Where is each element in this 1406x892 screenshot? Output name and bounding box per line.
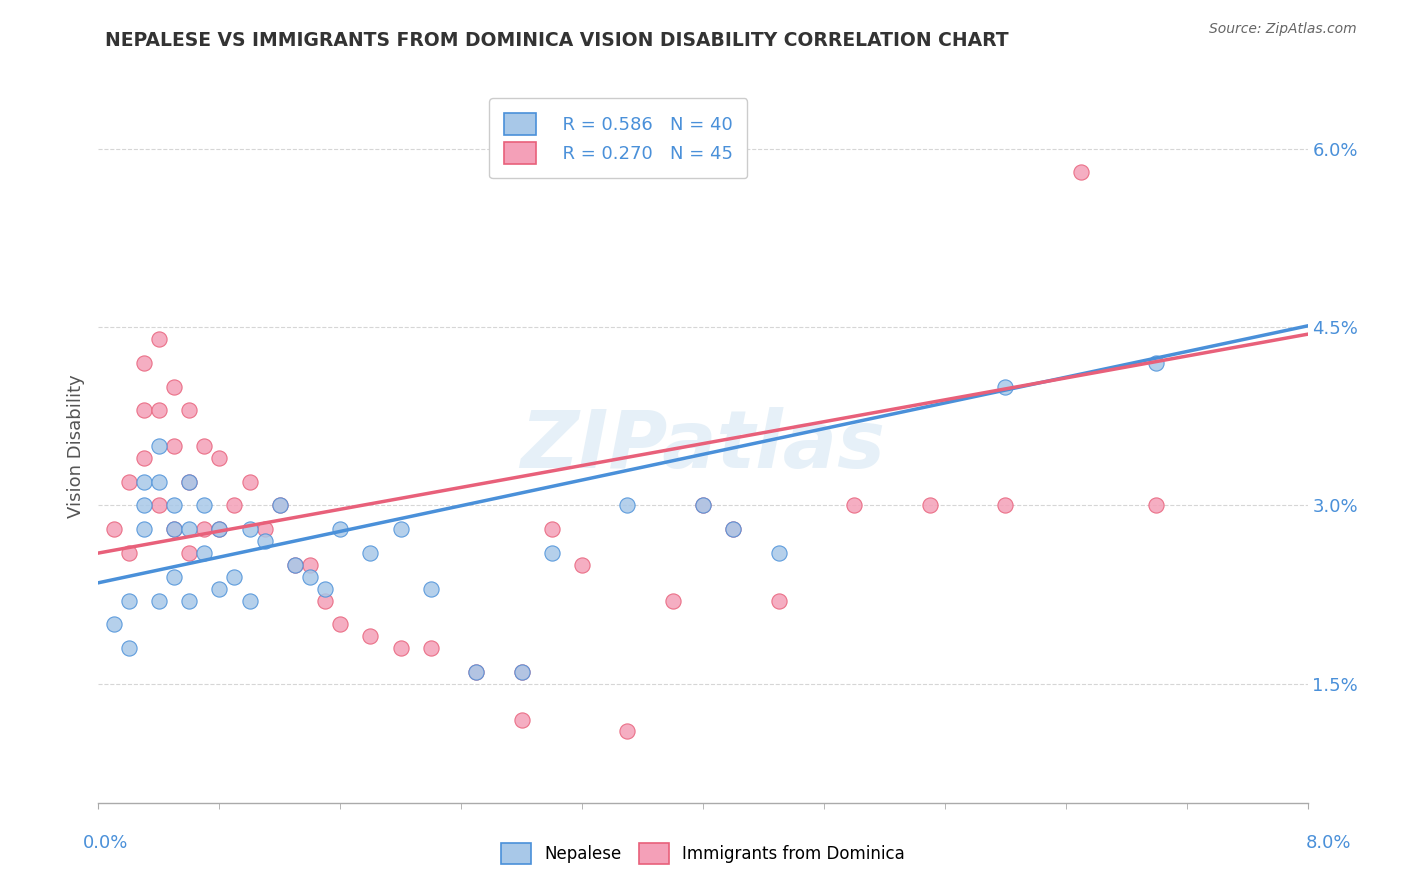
Point (208, 582, 231, 596)
Point (239, 593, 262, 607)
Point (103, 617, 125, 632)
Point (284, 558, 307, 572)
Point (179, 475, 201, 489)
Point (193, 546, 215, 560)
Point (420, 641, 443, 656)
Point (179, 546, 201, 560)
Point (163, 499, 186, 513)
Point (179, 593, 201, 607)
Point (148, 332, 170, 346)
Point (132, 499, 155, 513)
Point (148, 499, 170, 513)
Point (299, 570, 322, 584)
Point (540, 522, 562, 536)
Point (163, 379, 186, 393)
Point (193, 439, 215, 453)
Point (269, 499, 291, 513)
Point (723, 522, 745, 536)
Point (148, 475, 170, 489)
Point (193, 499, 215, 513)
Point (510, 713, 533, 727)
Point (239, 522, 262, 536)
Point (208, 522, 231, 536)
Point (540, 546, 562, 560)
Point (314, 582, 336, 596)
Point (465, 665, 488, 679)
Point (360, 546, 382, 560)
Text: ZIPatlas: ZIPatlas (520, 407, 886, 485)
Point (1146, 499, 1168, 513)
Point (239, 475, 262, 489)
Point (132, 450, 155, 465)
Point (571, 558, 593, 572)
Point (163, 570, 186, 584)
Point (269, 499, 291, 513)
Point (692, 499, 714, 513)
Point (103, 522, 125, 536)
Point (118, 546, 141, 560)
Point (224, 570, 246, 584)
Point (148, 593, 170, 607)
Legend: Nepalese, Immigrants from Dominica: Nepalese, Immigrants from Dominica (495, 837, 911, 871)
Point (118, 641, 141, 656)
Point (163, 522, 186, 536)
Point (994, 379, 1017, 393)
Point (118, 475, 141, 489)
Point (723, 522, 745, 536)
Text: 8.0%: 8.0% (1306, 834, 1351, 852)
Point (148, 439, 170, 453)
Point (661, 593, 683, 607)
Point (1070, 165, 1092, 179)
Point (389, 641, 412, 656)
Point (616, 499, 638, 513)
Point (692, 499, 714, 513)
Point (768, 546, 790, 560)
Point (994, 499, 1017, 513)
Legend:   R = 0.586   N = 40,   R = 0.270   N = 45: R = 0.586 N = 40, R = 0.270 N = 45 (489, 98, 747, 178)
Point (420, 582, 443, 596)
Text: 0.0%: 0.0% (83, 834, 128, 852)
Point (163, 522, 186, 536)
Y-axis label: Vision Disability: Vision Disability (66, 374, 84, 518)
Point (329, 522, 352, 536)
Point (193, 522, 215, 536)
Point (389, 522, 412, 536)
Point (1146, 356, 1168, 370)
Point (179, 522, 201, 536)
Point (284, 558, 307, 572)
Point (163, 439, 186, 453)
Point (132, 522, 155, 536)
Point (844, 499, 866, 513)
Text: NEPALESE VS IMMIGRANTS FROM DOMINICA VISION DISABILITY CORRELATION CHART: NEPALESE VS IMMIGRANTS FROM DOMINICA VIS… (105, 31, 1010, 50)
Point (510, 665, 533, 679)
Point (299, 558, 322, 572)
Point (132, 475, 155, 489)
Point (465, 665, 488, 679)
Point (208, 450, 231, 465)
Point (918, 499, 941, 513)
Point (314, 593, 336, 607)
Point (208, 522, 231, 536)
Point (329, 617, 352, 632)
Point (768, 593, 790, 607)
Point (253, 534, 276, 549)
Point (118, 593, 141, 607)
Point (510, 665, 533, 679)
Point (148, 403, 170, 417)
Point (179, 403, 201, 417)
Point (132, 356, 155, 370)
Point (360, 629, 382, 643)
Point (132, 403, 155, 417)
Point (179, 475, 201, 489)
Point (253, 522, 276, 536)
Point (616, 724, 638, 739)
Text: Source: ZipAtlas.com: Source: ZipAtlas.com (1209, 22, 1357, 37)
Point (224, 499, 246, 513)
